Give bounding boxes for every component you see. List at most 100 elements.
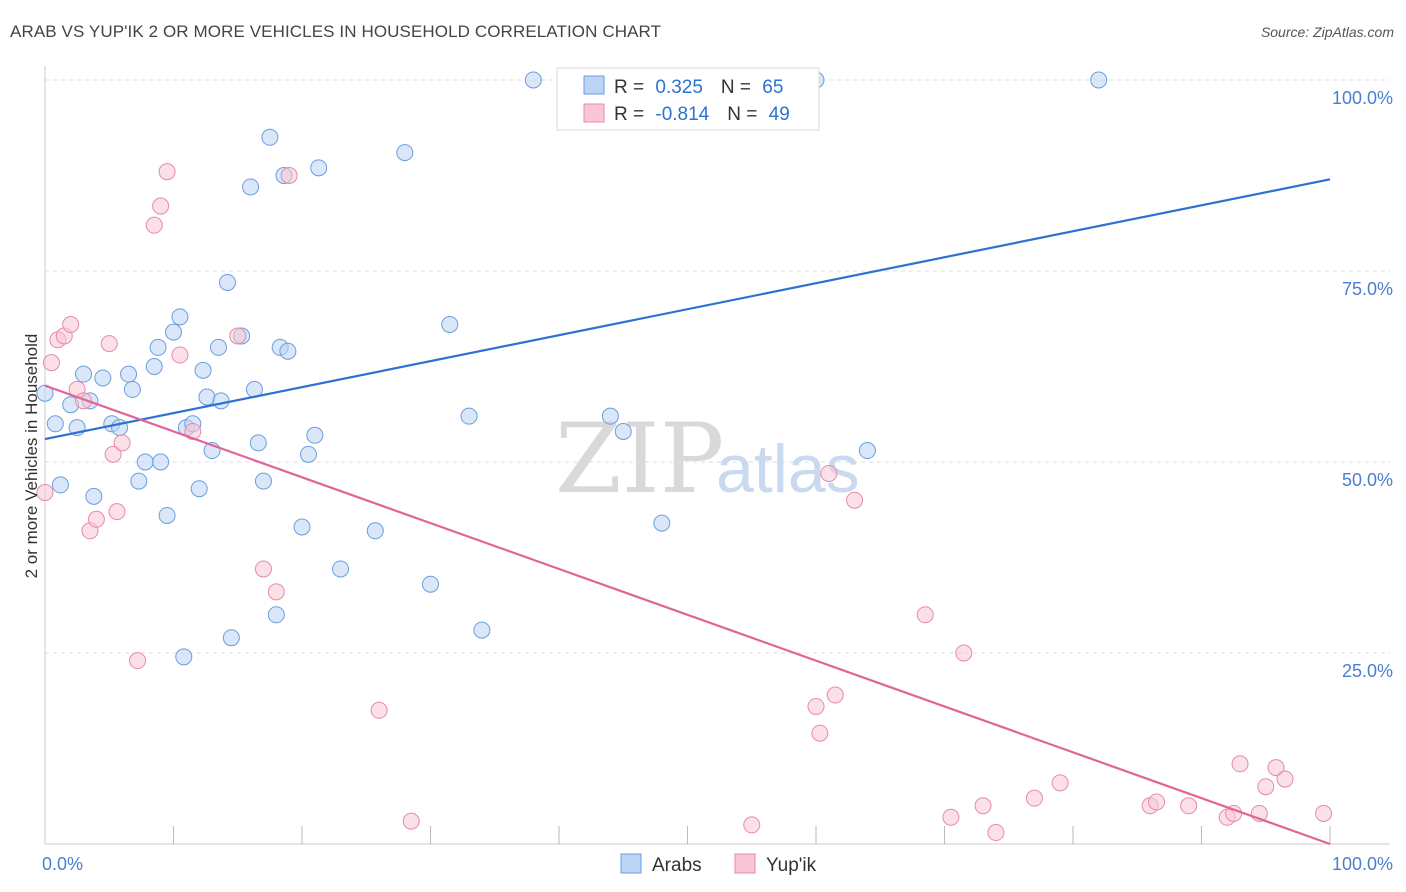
yupik-n-value: 49 bbox=[769, 104, 790, 125]
arabs-point-60 bbox=[1090, 71, 1108, 89]
yupik-point-29 bbox=[826, 686, 844, 704]
arabs-point-8 bbox=[94, 369, 112, 387]
arabs-point-16 bbox=[149, 338, 167, 356]
yupik-point-16 bbox=[158, 163, 176, 181]
arabs-point-52 bbox=[473, 621, 491, 639]
y-tick-label-2: 75.0% bbox=[1342, 279, 1393, 299]
arabs-point-5 bbox=[75, 365, 93, 383]
arabs-point-42 bbox=[293, 518, 311, 536]
yupik-point-10 bbox=[104, 445, 122, 463]
yupik-point-21 bbox=[267, 583, 285, 601]
arabs-point-47 bbox=[366, 522, 384, 540]
arabs-point-19 bbox=[165, 323, 182, 341]
yupik-point-33 bbox=[955, 644, 973, 662]
y-axis-title: 2 or more Vehicles in Household bbox=[22, 334, 41, 579]
source-label: Source: ZipAtlas.com bbox=[1260, 24, 1394, 40]
arabs-point-30 bbox=[218, 273, 236, 291]
arabs-point-57 bbox=[653, 514, 671, 532]
arabs-point-18 bbox=[158, 506, 176, 524]
trend-lines bbox=[44, 178, 1331, 846]
watermark-zip: ZIP bbox=[555, 403, 724, 515]
yupik-point-15 bbox=[152, 197, 170, 215]
yupik-point-40 bbox=[1180, 797, 1198, 815]
arabs-point-1 bbox=[46, 415, 64, 433]
arabs-point-37 bbox=[261, 128, 279, 146]
arabs-point-14 bbox=[136, 453, 154, 471]
yupik-point-48 bbox=[1315, 804, 1333, 822]
yupik-point-43 bbox=[1231, 755, 1249, 773]
yupik-point-37 bbox=[1051, 774, 1069, 792]
arabs-point-41 bbox=[279, 342, 297, 360]
yupik-point-23 bbox=[370, 701, 388, 719]
yupik-point-26 bbox=[807, 697, 825, 715]
y-tick-label-1: 50.0% bbox=[1342, 470, 1393, 490]
arabs-point-25 bbox=[194, 361, 212, 379]
arabs-point-13 bbox=[130, 472, 148, 490]
yupik-point-0 bbox=[36, 484, 54, 502]
y-tick-label-0: 25.0% bbox=[1342, 661, 1393, 681]
yupik-n-label: N = bbox=[727, 104, 762, 125]
yupik-swatch bbox=[583, 103, 605, 123]
yupik-point-28 bbox=[820, 464, 838, 482]
arabs-point-24 bbox=[190, 480, 208, 498]
yupik-point-30 bbox=[846, 491, 864, 509]
yupik-trend-line bbox=[44, 384, 1331, 846]
arabs-r-value: 0.325 bbox=[655, 77, 703, 98]
yupik-point-9 bbox=[100, 335, 118, 353]
watermark: ZIP atlas bbox=[555, 403, 860, 515]
yupik-point-27 bbox=[811, 724, 829, 742]
arabs-point-21 bbox=[175, 648, 193, 666]
arabs-point-2 bbox=[51, 476, 69, 494]
arabs-point-43 bbox=[299, 445, 317, 463]
watermark-atlas: atlas bbox=[716, 431, 860, 507]
yupik-point-20 bbox=[254, 560, 272, 578]
arabs-point-46 bbox=[332, 560, 350, 578]
arabs-n-value: 65 bbox=[762, 77, 783, 98]
yupik-point-24 bbox=[402, 812, 420, 830]
arabs-point-26 bbox=[198, 388, 216, 406]
tick-labels: 25.0% 50.0% 75.0% 100.0% 0.0% 100.0% bbox=[42, 88, 1393, 874]
arabs-point-29 bbox=[212, 392, 230, 410]
yupik-point-32 bbox=[942, 808, 960, 826]
arabs-point-15 bbox=[145, 358, 163, 375]
yupik-point-47 bbox=[1276, 770, 1294, 788]
yupik-point-31 bbox=[916, 606, 934, 624]
legend-arabs-label: Arabs bbox=[652, 855, 702, 876]
arabs-point-54 bbox=[601, 407, 619, 425]
yupik-point-46 bbox=[1267, 759, 1285, 777]
yupik-point-14 bbox=[145, 216, 163, 234]
series-arabs-points bbox=[36, 71, 1108, 666]
yupik-point-8 bbox=[87, 510, 105, 528]
arabs-point-0 bbox=[36, 384, 54, 402]
yupik-point-17 bbox=[171, 346, 189, 364]
x-tick-label-0: 0.0% bbox=[42, 854, 83, 874]
arabs-point-45 bbox=[310, 159, 328, 177]
arabs-trend-line bbox=[44, 178, 1331, 441]
arabs-point-51 bbox=[460, 407, 478, 425]
arabs-point-20 bbox=[171, 308, 189, 326]
arabs-point-59 bbox=[858, 442, 876, 460]
legend-arabs-swatch bbox=[620, 853, 642, 874]
yupik-point-35 bbox=[987, 824, 1005, 842]
arabs-swatch bbox=[583, 75, 605, 95]
arabs-point-7 bbox=[85, 487, 103, 505]
legend-yupik-label: Yup'ik bbox=[766, 855, 817, 876]
axes bbox=[44, 66, 1390, 845]
yupik-point-19 bbox=[229, 327, 247, 345]
arabs-point-38 bbox=[267, 606, 285, 624]
arabs-point-33 bbox=[242, 178, 260, 196]
yupik-r-value: -0.814 bbox=[655, 104, 709, 125]
grid-lines bbox=[45, 79, 1390, 654]
yupik-point-36 bbox=[1025, 789, 1043, 807]
arabs-r-label: R = bbox=[614, 77, 649, 98]
arabs-point-50 bbox=[441, 315, 459, 333]
yupik-point-34 bbox=[974, 797, 992, 815]
yupik-r-label: R = bbox=[614, 104, 649, 125]
arabs-point-55 bbox=[614, 422, 632, 440]
stats-legend: R = 0.325 N = 65 R = -0.814 N = 49 bbox=[556, 67, 820, 131]
arabs-point-28 bbox=[209, 338, 227, 356]
arabs-point-53 bbox=[524, 71, 542, 89]
